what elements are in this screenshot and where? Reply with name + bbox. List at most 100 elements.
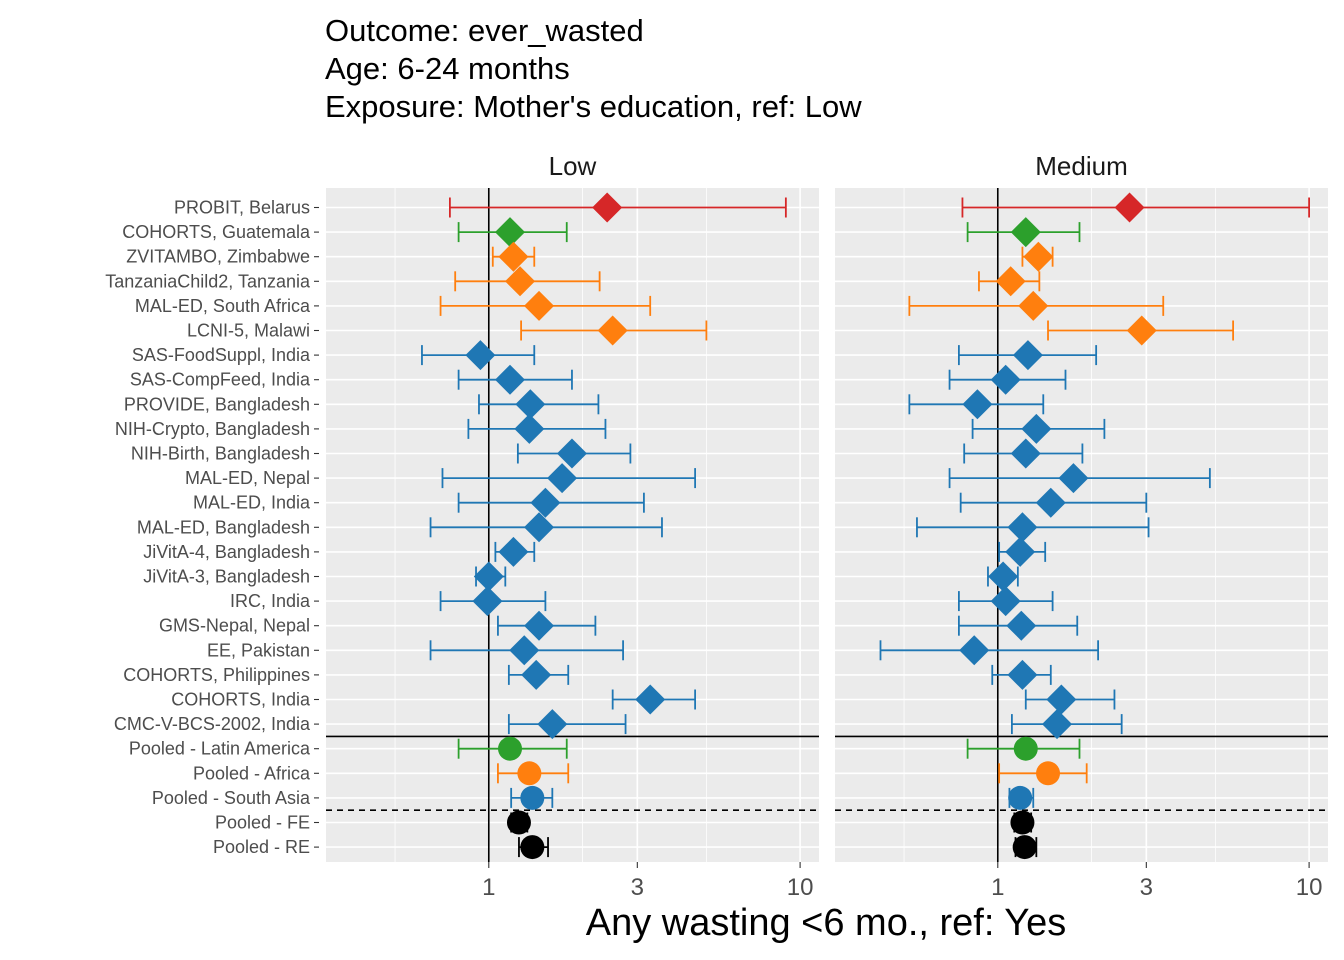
point-estimate-circle: [520, 835, 545, 860]
point-estimate-diamond: [1058, 463, 1089, 494]
point-estimate-diamond: [556, 438, 587, 469]
estimate-low-irc-india: [439, 586, 547, 617]
estimate-medium-mal-ed-nepal: [948, 463, 1211, 494]
point-estimate-diamond: [473, 561, 504, 592]
estimate-low-cohorts-india: [611, 684, 697, 715]
point-estimate-diamond: [1018, 290, 1049, 321]
estimate-medium-nih-crypto-bangladesh: [971, 413, 1106, 444]
point-estimate-circle: [520, 785, 545, 810]
y-tick-label-pooled-latin-america: Pooled - Latin America: [129, 739, 311, 759]
point-estimate-diamond: [597, 315, 628, 346]
chart-title: Outcome: ever_wasted Age: 6-24 months Ex…: [325, 13, 862, 124]
estimate-low-mal-ed-south-africa: [439, 290, 652, 321]
estimate-medium-cohorts-philippines: [991, 659, 1052, 690]
y-tick-label-cmc-v-bcs-2002-india: CMC-V-BCS-2002, India: [114, 714, 311, 734]
point-estimate-diamond: [959, 635, 990, 666]
estimate-low-pooled-fe: [506, 810, 531, 835]
point-estimate-diamond: [1010, 217, 1041, 248]
estimate-low-gms-nepal-nepal: [497, 610, 597, 641]
estimate-medium-pooled-fe: [1010, 810, 1035, 835]
panel-low: Low 1 3 10: [326, 151, 819, 901]
y-tick-label-pooled-re: Pooled - RE: [213, 837, 310, 857]
point-estimate-diamond: [537, 709, 568, 740]
point-estimate-diamond: [1007, 659, 1038, 690]
point-estimate-diamond: [524, 512, 555, 543]
y-tick-label-cohorts-philippines: COHORTS, Philippines: [123, 665, 310, 685]
point-estimate-circle: [1013, 736, 1038, 761]
y-tick-label-jivita-4-bangladesh: JiVitA-4, Bangladesh: [143, 542, 310, 562]
estimate-low-lcni-5-malawi: [520, 315, 708, 346]
x-tick-label: 1: [482, 874, 495, 901]
point-estimate-diamond: [1035, 487, 1066, 518]
y-tick-label-irc-india: IRC, India: [230, 591, 311, 611]
y-tick-label-sas-foodsuppl-india: SAS-FoodSuppl, India: [132, 345, 311, 365]
x-tick-label: 10: [1296, 874, 1323, 901]
point-estimate-circle: [517, 761, 542, 786]
estimate-low-cohorts-guatemala: [457, 217, 568, 248]
point-estimate-diamond: [1007, 512, 1038, 543]
point-estimate-diamond: [498, 241, 529, 272]
estimate-low-cmc-v-bcs-2002-india: [507, 709, 627, 740]
plot-area: PROBIT, Belarus COHORTS, Guatemala ZVITAMB…: [105, 151, 1328, 901]
point-estimate-diamond: [547, 463, 578, 494]
estimate-low-pooled-latin-america: [457, 736, 568, 761]
point-estimate-circle: [1008, 785, 1033, 810]
estimate-medium-pooled-south-asia: [1008, 785, 1035, 810]
estimate-low-zvitambo-zimbabwe: [491, 241, 536, 272]
x-axis-label: Any wasting <6 mo., ref: Yes: [586, 902, 1067, 944]
y-tick-label-nih-crypto-bangladesh: NIH-Crypto, Bangladesh: [115, 419, 310, 439]
point-estimate-circle: [1010, 810, 1035, 835]
estimate-low-ee-pakistan: [429, 635, 624, 666]
estimate-medium-mal-ed-bangladesh: [916, 512, 1150, 543]
point-estimate-circle: [506, 810, 531, 835]
y-tick-label-pooled-africa: Pooled - Africa: [193, 763, 311, 783]
point-estimate-diamond: [988, 561, 1019, 592]
x-tick-label: 3: [1140, 874, 1153, 901]
point-estimate-diamond: [1114, 192, 1145, 223]
point-estimate-diamond: [505, 266, 536, 297]
y-tick-label-pooled-south-asia: Pooled - South Asia: [152, 788, 311, 808]
panel-background: [835, 188, 1328, 862]
x-tick-label: 3: [631, 874, 644, 901]
point-estimate-diamond: [1005, 536, 1036, 567]
y-tick-label-mal-ed-south-africa: MAL-ED, South Africa: [135, 296, 311, 316]
y-tick-label-mal-ed-nepal: MAL-ED, Nepal: [185, 468, 310, 488]
estimate-medium-pooled-latin-america: [966, 736, 1081, 761]
point-estimate-diamond: [524, 290, 555, 321]
point-estimate-diamond: [521, 659, 552, 690]
strip-label-medium: Medium: [1035, 151, 1127, 181]
point-estimate-diamond: [514, 413, 545, 444]
estimate-low-jivita-3-bangladesh: [473, 561, 507, 592]
point-estimate-diamond: [635, 684, 666, 715]
x-tick-label: 1: [991, 874, 1004, 901]
estimate-medium-cmc-v-bcs-2002-india: [1010, 709, 1123, 740]
y-tick-label-sas-compfeed-india: SAS-CompFeed, India: [130, 370, 311, 390]
estimate-low-cohorts-philippines: [507, 659, 570, 690]
estimate-medium-lcni-5-malawi: [1047, 315, 1235, 346]
estimate-medium-gms-nepal-nepal: [957, 610, 1079, 641]
estimate-medium-provide-bangladesh: [908, 389, 1045, 420]
y-tick-label-cohorts-guatemala: COHORTS, Guatemala: [122, 222, 311, 242]
point-estimate-diamond: [592, 192, 623, 223]
estimate-low-tanzaniachild2-tanzania: [454, 266, 601, 297]
y-tick-label-cohorts-india: COHORTS, India: [171, 690, 311, 710]
estimate-medium-jivita-3-bangladesh: [987, 561, 1019, 592]
estimate-medium-irc-india: [957, 586, 1054, 617]
estimate-low-pooled-africa: [497, 761, 570, 786]
estimate-medium-cohorts-guatemala: [966, 217, 1081, 248]
point-estimate-diamond: [1046, 684, 1077, 715]
estimate-medium-pooled-africa: [998, 761, 1088, 786]
estimate-medium-zvitambo-zimbabwe: [1021, 241, 1054, 272]
estimate-low-jivita-4-bangladesh: [494, 536, 536, 567]
y-tick-label-jivita-3-bangladesh: JiVitA-3, Bangladesh: [143, 567, 310, 587]
y-tick-label-probit-belarus: PROBIT, Belarus: [174, 198, 310, 218]
estimate-medium-sas-foodsuppl-india: [957, 340, 1098, 371]
y-tick-label-mal-ed-bangladesh: MAL-ED, Bangladesh: [137, 517, 310, 537]
panel-background: [326, 188, 819, 862]
y-tick-label-ee-pakistan: EE, Pakistan: [207, 640, 310, 660]
point-estimate-diamond: [1126, 315, 1157, 346]
estimate-medium-pooled-re: [1012, 835, 1038, 860]
estimate-medium-tanzaniachild2-tanzania: [978, 266, 1041, 297]
y-tick-label-zvitambo-zimbabwe: ZVITAMBO, Zimbabwe: [126, 247, 310, 267]
point-estimate-circle: [1012, 835, 1037, 860]
